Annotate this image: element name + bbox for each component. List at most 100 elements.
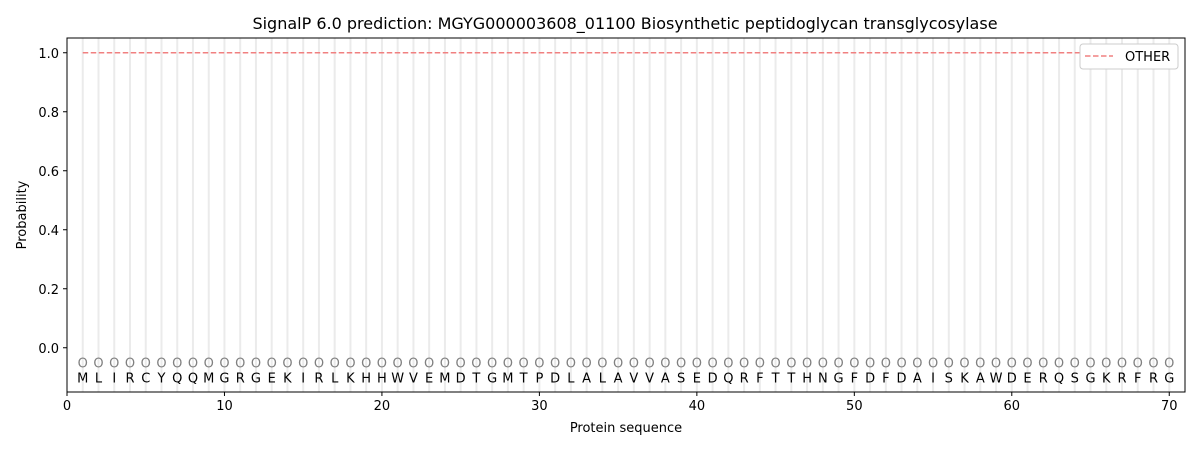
residue-state-label: O xyxy=(251,357,261,372)
residue-letter: D xyxy=(456,371,466,386)
residue-state-label: O xyxy=(802,357,812,372)
residue-state-label: O xyxy=(786,357,796,372)
residue-letter: L xyxy=(331,371,339,386)
residue-letter: S xyxy=(677,371,685,386)
residue-state-label: O xyxy=(361,357,371,372)
residue-state-label: O xyxy=(881,357,891,372)
y-tick-label: 0.8 xyxy=(38,106,59,121)
plot-frame xyxy=(66,37,1186,393)
x-tick-label: 20 xyxy=(374,399,391,414)
residue-state-label: O xyxy=(424,357,434,372)
residue-state-label: O xyxy=(613,357,623,372)
residue-state-label: O xyxy=(1164,357,1174,372)
residue-state-label: O xyxy=(818,357,828,372)
residue-state-label: O xyxy=(393,357,403,372)
residue-state-label: O xyxy=(550,357,560,372)
residue-state-label: O xyxy=(156,357,166,372)
residue-letter: G xyxy=(219,371,229,386)
residue-letter: Q xyxy=(1054,371,1064,386)
residue-state-label: O xyxy=(219,357,229,372)
residue-state-label: O xyxy=(692,357,702,372)
residue-state-label: O xyxy=(503,357,513,372)
residue-state-label: O xyxy=(928,357,938,372)
y-tick-label: 0.6 xyxy=(38,165,59,180)
residue-letter: R xyxy=(1117,371,1126,386)
residue-state-label: O xyxy=(944,357,954,372)
legend-box xyxy=(1079,43,1179,70)
residue-state-label: O xyxy=(1007,357,1017,372)
residue-letter: G xyxy=(834,371,844,386)
residue-letter: I xyxy=(112,371,116,386)
residue-letter: S xyxy=(1071,371,1079,386)
residue-state-label: O xyxy=(267,357,277,372)
residue-letter: H xyxy=(361,371,371,386)
x-tick-label: 60 xyxy=(1004,399,1021,414)
residue-letter: D xyxy=(897,371,907,386)
residue-state-label: O xyxy=(770,357,780,372)
residue-letter: E xyxy=(425,371,433,386)
residue-letter: N xyxy=(818,371,828,386)
residue-letter: M xyxy=(439,371,450,386)
residue-letter: F xyxy=(882,371,889,386)
residue-letter: V xyxy=(409,371,418,386)
residue-state-label: O xyxy=(172,357,182,372)
residue-state-label: O xyxy=(1085,357,1095,372)
residue-state-label: O xyxy=(833,357,843,372)
residue-letter: Q xyxy=(172,371,182,386)
residue-letter: H xyxy=(802,371,812,386)
residue-state-label: O xyxy=(188,357,198,372)
residue-letter: Q xyxy=(188,371,198,386)
residue-letter: R xyxy=(1039,371,1048,386)
residue-letter: F xyxy=(1134,371,1141,386)
x-tick-label: 0 xyxy=(63,399,71,414)
residue-state-label: O xyxy=(204,357,214,372)
residue-letter: G xyxy=(251,371,261,386)
residue-state-label: O xyxy=(1070,357,1080,372)
residue-state-label: O xyxy=(534,357,544,372)
residue-letter: G xyxy=(487,371,497,386)
axes: 0 10 20 30 40 50 60 70 0.0 0.2 0.4 0.6 0.8 1.0 xyxy=(38,47,1177,414)
residue-letter: R xyxy=(1149,371,1158,386)
residue-state-label: O xyxy=(723,357,733,372)
residue-letter: W xyxy=(990,371,1003,386)
y-tick-label: 1.0 xyxy=(38,47,59,62)
residue-state-label: O xyxy=(865,357,875,372)
residue-letter: W xyxy=(391,371,404,386)
residue-state-label: O xyxy=(298,357,308,372)
residue-letter: M xyxy=(77,371,88,386)
residue-letter: T xyxy=(519,371,528,386)
residue-letter: I xyxy=(301,371,305,386)
residue-letter: R xyxy=(740,371,749,386)
residue-state-label: O xyxy=(282,357,292,372)
residue-letter: G xyxy=(1164,371,1174,386)
residue-letter: A xyxy=(582,371,591,386)
residue-state-label: O xyxy=(235,357,245,372)
y-tick-label: 0.4 xyxy=(38,224,59,239)
residue-letter: H xyxy=(377,371,387,386)
residue-letter: L xyxy=(567,371,575,386)
residue-letter: A xyxy=(976,371,985,386)
residue-letter: T xyxy=(771,371,780,386)
residue-state-label: O xyxy=(1054,357,1064,372)
residue-letter: M xyxy=(203,371,214,386)
residue-state-label: O xyxy=(975,357,985,372)
grid xyxy=(81,38,1171,392)
residue-state-label: O xyxy=(896,357,906,372)
residue-state-label: O xyxy=(1038,357,1048,372)
residue-state-label: O xyxy=(707,357,717,372)
residue-state-label: O xyxy=(582,357,592,372)
residue-state-label: O xyxy=(660,357,670,372)
legend-label-other: OTHER xyxy=(1125,50,1170,65)
residue-state-label: O xyxy=(849,357,859,372)
residue-state-label: O xyxy=(566,357,576,372)
residue-letter: A xyxy=(614,371,623,386)
residue-letter: F xyxy=(756,371,763,386)
residue-state-label: O xyxy=(93,357,103,372)
y-tick-label: 0.2 xyxy=(38,283,59,298)
legend: OTHER xyxy=(1079,43,1179,70)
residue-letter: T xyxy=(471,371,480,386)
residue-letter: V xyxy=(645,371,654,386)
residue-letter: K xyxy=(960,371,969,386)
residue-state-label: O xyxy=(125,357,135,372)
residue-state-label: O xyxy=(912,357,922,372)
